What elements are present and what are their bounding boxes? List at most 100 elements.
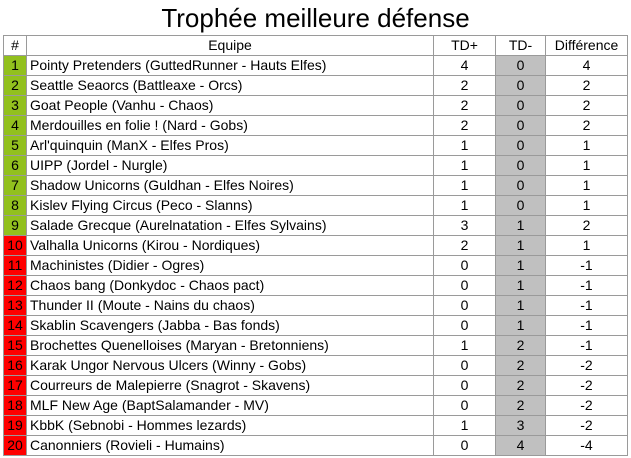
rank-cell[interactable]: 12 <box>3 275 27 296</box>
td-plus-cell[interactable]: 0 <box>433 435 496 456</box>
rank-cell[interactable]: 7 <box>3 175 27 196</box>
td-minus-cell[interactable]: 2 <box>495 335 546 356</box>
td-plus-cell[interactable]: 0 <box>433 295 496 316</box>
team-cell[interactable]: Skablin Scavengers (Jabba - Bas fonds) <box>26 315 434 336</box>
team-cell[interactable]: Shadow Unicorns (Guldhan - Elfes Noires) <box>26 175 434 196</box>
team-cell[interactable]: KbbK (Sebnobi - Hommes lezards) <box>26 415 434 436</box>
td-plus-cell[interactable]: 1 <box>433 195 496 216</box>
team-cell[interactable]: Salade Grecque (Aurelnatation - Elfes Sy… <box>26 215 434 236</box>
td-plus-cell[interactable]: 4 <box>433 55 496 76</box>
team-cell[interactable]: Brochettes Quenelloises (Maryan - Breton… <box>26 335 434 356</box>
rank-cell[interactable]: 3 <box>3 95 27 116</box>
diff-cell[interactable]: -4 <box>545 435 628 456</box>
rank-cell[interactable]: 13 <box>3 295 27 316</box>
team-cell[interactable]: Goat People (Vanhu - Chaos) <box>26 95 434 116</box>
diff-cell[interactable]: -1 <box>545 335 628 356</box>
header-team[interactable]: Equipe <box>26 35 434 56</box>
rank-cell[interactable]: 9 <box>3 215 27 236</box>
diff-cell[interactable]: 4 <box>545 55 628 76</box>
team-cell[interactable]: Karak Ungor Nervous Ulcers (Winny - Gobs… <box>26 355 434 376</box>
team-cell[interactable]: UIPP (Jordel - Nurgle) <box>26 155 434 176</box>
td-minus-cell[interactable]: 2 <box>495 355 546 376</box>
td-plus-cell[interactable]: 0 <box>433 395 496 416</box>
rank-cell[interactable]: 2 <box>3 75 27 96</box>
team-cell[interactable]: Courreurs de Malepierre (Snagrot - Skave… <box>26 375 434 396</box>
rank-cell[interactable]: 6 <box>3 155 27 176</box>
td-minus-cell[interactable]: 1 <box>495 295 546 316</box>
td-plus-cell[interactable]: 0 <box>433 355 496 376</box>
header-td-minus[interactable]: TD- <box>495 35 546 56</box>
td-plus-cell[interactable]: 0 <box>433 275 496 296</box>
td-plus-cell[interactable]: 0 <box>433 375 496 396</box>
td-minus-cell[interactable]: 1 <box>495 275 546 296</box>
team-cell[interactable]: Kislev Flying Circus (Peco - Slanns) <box>26 195 434 216</box>
team-cell[interactable]: Arl'quinquin (ManX - Elfes Pros) <box>26 135 434 156</box>
rank-cell[interactable]: 14 <box>3 315 27 336</box>
diff-cell[interactable]: 2 <box>545 75 628 96</box>
td-minus-cell[interactable]: 2 <box>495 395 546 416</box>
header-rank[interactable]: # <box>3 35 27 56</box>
td-plus-cell[interactable]: 2 <box>433 115 496 136</box>
td-minus-cell[interactable]: 1 <box>495 235 546 256</box>
rank-cell[interactable]: 18 <box>3 395 27 416</box>
td-minus-cell[interactable]: 1 <box>495 255 546 276</box>
rank-cell[interactable]: 5 <box>3 135 27 156</box>
td-plus-cell[interactable]: 2 <box>433 235 496 256</box>
td-minus-cell[interactable]: 0 <box>495 115 546 136</box>
rank-cell[interactable]: 4 <box>3 115 27 136</box>
td-minus-cell[interactable]: 1 <box>495 315 546 336</box>
td-plus-cell[interactable]: 1 <box>433 155 496 176</box>
td-plus-cell[interactable]: 0 <box>433 315 496 336</box>
team-cell[interactable]: Thunder II (Moute - Nains du chaos) <box>26 295 434 316</box>
rank-cell[interactable]: 11 <box>3 255 27 276</box>
team-cell[interactable]: MLF New Age (BaptSalamander - MV) <box>26 395 434 416</box>
team-cell[interactable]: Seattle Seaorcs (Battleaxe - Orcs) <box>26 75 434 96</box>
diff-cell[interactable]: -2 <box>545 355 628 376</box>
diff-cell[interactable]: -1 <box>545 295 628 316</box>
rank-cell[interactable]: 17 <box>3 375 27 396</box>
rank-cell[interactable]: 20 <box>3 435 27 456</box>
td-minus-cell[interactable]: 0 <box>495 75 546 96</box>
diff-cell[interactable]: -1 <box>545 255 628 276</box>
td-plus-cell[interactable]: 1 <box>433 135 496 156</box>
team-cell[interactable]: Merdouilles en folie ! (Nard - Gobs) <box>26 115 434 136</box>
td-minus-cell[interactable]: 0 <box>495 95 546 116</box>
td-plus-cell[interactable]: 1 <box>433 335 496 356</box>
td-minus-cell[interactable]: 0 <box>495 55 546 76</box>
td-minus-cell[interactable]: 2 <box>495 375 546 396</box>
diff-cell[interactable]: 1 <box>545 235 628 256</box>
td-plus-cell[interactable]: 1 <box>433 175 496 196</box>
diff-cell[interactable]: -2 <box>545 395 628 416</box>
td-plus-cell[interactable]: 3 <box>433 215 496 236</box>
team-cell[interactable]: Chaos bang (Donkydoc - Chaos pact) <box>26 275 434 296</box>
diff-cell[interactable]: 1 <box>545 155 628 176</box>
td-plus-cell[interactable]: 0 <box>433 255 496 276</box>
td-minus-cell[interactable]: 0 <box>495 195 546 216</box>
td-plus-cell[interactable]: 2 <box>433 95 496 116</box>
td-minus-cell[interactable]: 0 <box>495 175 546 196</box>
diff-cell[interactable]: -2 <box>545 375 628 396</box>
rank-cell[interactable]: 16 <box>3 355 27 376</box>
td-minus-cell[interactable]: 1 <box>495 215 546 236</box>
diff-cell[interactable]: -1 <box>545 275 628 296</box>
rank-cell[interactable]: 19 <box>3 415 27 436</box>
diff-cell[interactable]: 2 <box>545 95 628 116</box>
td-minus-cell[interactable]: 0 <box>495 135 546 156</box>
header-diff[interactable]: Différence <box>545 35 628 56</box>
td-plus-cell[interactable]: 2 <box>433 75 496 96</box>
diff-cell[interactable]: 2 <box>545 115 628 136</box>
rank-cell[interactable]: 1 <box>3 55 27 76</box>
rank-cell[interactable]: 8 <box>3 195 27 216</box>
diff-cell[interactable]: 1 <box>545 175 628 196</box>
diff-cell[interactable]: 1 <box>545 195 628 216</box>
header-td-plus[interactable]: TD+ <box>433 35 496 56</box>
diff-cell[interactable]: -2 <box>545 415 628 436</box>
td-plus-cell[interactable]: 1 <box>433 415 496 436</box>
td-minus-cell[interactable]: 3 <box>495 415 546 436</box>
team-cell[interactable]: Pointy Pretenders (GuttedRunner - Hauts … <box>26 55 434 76</box>
team-cell[interactable]: Canonniers (Rovieli - Humains) <box>26 435 434 456</box>
diff-cell[interactable]: 1 <box>545 135 628 156</box>
diff-cell[interactable]: -1 <box>545 315 628 336</box>
td-minus-cell[interactable]: 4 <box>495 435 546 456</box>
team-cell[interactable]: Valhalla Unicorns (Kirou - Nordiques) <box>26 235 434 256</box>
